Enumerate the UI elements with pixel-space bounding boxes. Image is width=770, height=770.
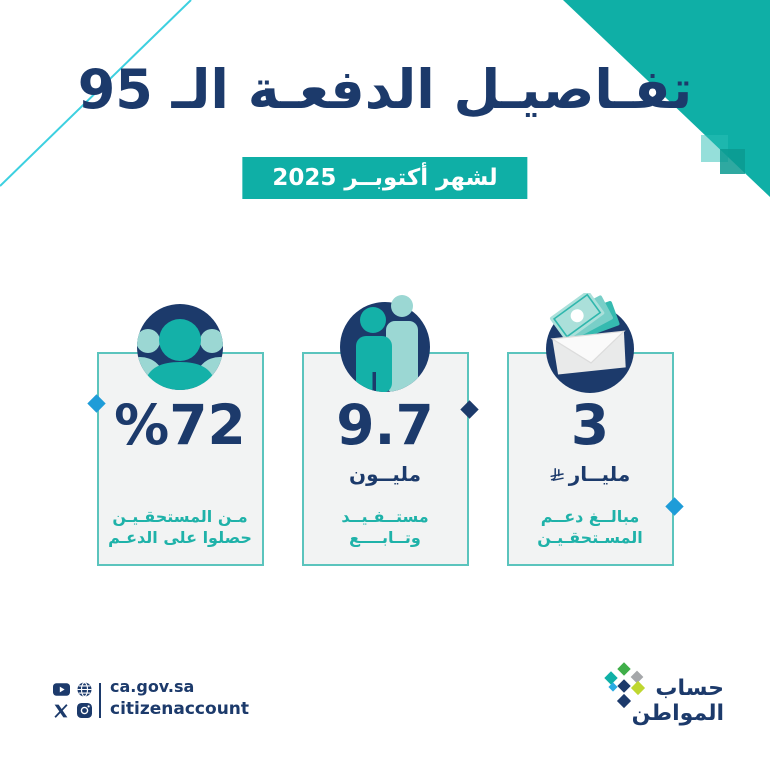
stat-label: مـن المستحقـيـن حصلوا على الدعـم: [99, 506, 262, 548]
x-icon[interactable]: [54, 703, 68, 718]
social-handle-link[interactable]: citizenaccount: [110, 698, 250, 719]
stat-label-line1: مبالــغ دعــم: [540, 506, 640, 526]
stat-unit: مليــون: [304, 464, 467, 484]
footer-contacts: ca.gov.sa citizenaccount: [110, 677, 249, 719]
instagram-icon[interactable]: [76, 703, 92, 718]
stat-value: 3: [570, 393, 610, 457]
stat-label: مستــفـيــد وتــابــــع: [304, 506, 467, 548]
globe-icon[interactable]: [77, 682, 92, 697]
stat-unit-text: مليــون: [349, 462, 421, 486]
corner-triangle-decoration: [563, 0, 770, 197]
logo-text-line2: المواطن: [631, 701, 724, 726]
page-title: تفـاصيـل الدفعـة الـ 95: [77, 58, 693, 121]
stat-label-line2: المسـتحقـيـن: [537, 527, 643, 547]
stat-unit: مليــار: [509, 464, 672, 484]
corner-diagonal-line: [0, 0, 192, 187]
stat-value: %72: [114, 393, 246, 457]
two-people-icon: [339, 289, 431, 397]
people-group-icon: [136, 303, 224, 395]
saudi-riyal-symbol-icon: [550, 467, 564, 481]
logo-text-line1: حساب: [655, 676, 724, 701]
logo-diamond-cluster-icon: [604, 662, 646, 709]
stat-label-line1: مـن المستحقـيـن: [112, 506, 248, 526]
stat-label-line1: مستــفـيــد: [341, 506, 429, 526]
money-envelope-icon: [544, 290, 636, 397]
website-link[interactable]: ca.gov.sa: [110, 677, 195, 697]
card-beneficiaries: 9.7 مليــون مستــفـيــد وتــابــــع: [301, 295, 479, 566]
youtube-icon[interactable]: [52, 683, 70, 696]
stat-value: 9.7: [336, 393, 434, 457]
footer-divider: [99, 683, 101, 718]
stat-label: مبالــغ دعــم المسـتحقـيـن: [509, 506, 672, 548]
stat-unit-text: مليــار: [568, 462, 631, 486]
card-percentage: %72 مـن المستحقـيـن حصلوا على الدعـم: [86, 304, 264, 566]
stat-label-line2: حصلوا على الدعـم: [108, 527, 252, 547]
stat-cards-row: 3 مليــار مبالــغ دعــم المسـتحقـيـن: [0, 290, 770, 566]
month-badge: لشهر أكتوبــر 2025: [242, 157, 528, 199]
citizen-account-logo: حساب المواطن: [604, 662, 724, 726]
social-icons: [52, 681, 93, 719]
stat-label-line2: وتــابــــع: [349, 527, 421, 547]
card-support-amounts: 3 مليــار مبالــغ دعــم المسـتحقـيـن: [506, 290, 684, 566]
